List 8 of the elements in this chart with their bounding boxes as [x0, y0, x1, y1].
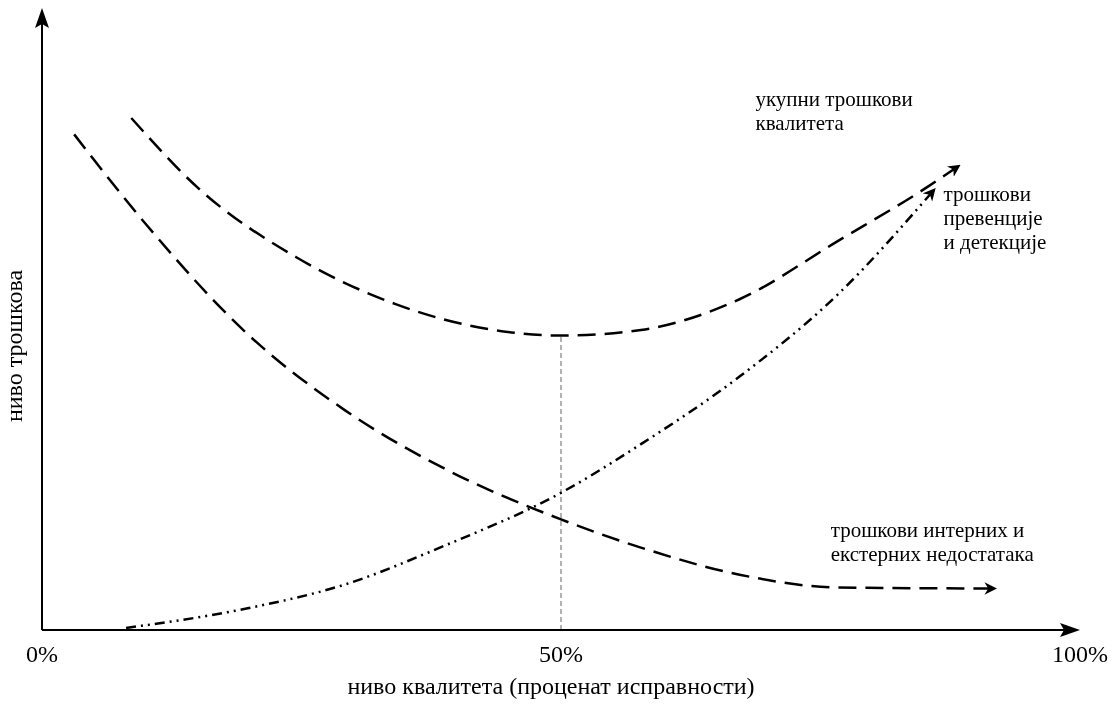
- series-label: трошкови превенције и детекције: [943, 181, 1047, 254]
- x-tick-label: 100%: [1052, 641, 1108, 667]
- x-tick-label: 50%: [539, 641, 583, 667]
- y-axis-title: ниво трошкова: [1, 269, 27, 423]
- text: укупни трошкови квалитета: [755, 87, 913, 136]
- x-tick-label: 0%: [26, 641, 58, 667]
- x-axis-title: ниво квалитета (проценат исправности): [347, 673, 755, 699]
- series-label: трошкови интерних и екстерних недостатака: [830, 517, 1035, 566]
